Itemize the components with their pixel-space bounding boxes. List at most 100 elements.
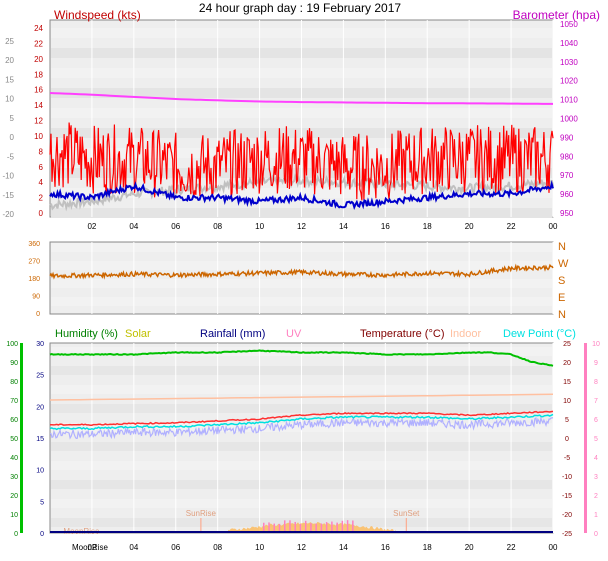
x-tick-label: 16 — [381, 222, 390, 231]
temperature-tick: -25 — [562, 531, 572, 538]
windspeed-tick: 20 — [34, 55, 43, 64]
windspeed-red-line — [49, 122, 554, 201]
humidity-line — [49, 349, 554, 367]
uv-tick: 7 — [594, 398, 598, 405]
far-left-tick: -15 — [2, 191, 14, 200]
rainfall-tick: 30 — [36, 341, 44, 348]
wind-direction-line — [49, 263, 554, 280]
temperature-tick: -5 — [564, 455, 570, 462]
barometer-tick: 950 — [560, 209, 574, 218]
barometer-tick: 1010 — [560, 96, 578, 105]
wind-direction-degree-tick: 180 — [28, 276, 40, 283]
barometer-tick: 990 — [560, 133, 574, 142]
far-left-tick: -5 — [7, 152, 15, 161]
humidity-tick: 80 — [10, 379, 18, 386]
barometer-ticks: 1050 1040 1030 1020 1010 1000 990 980 970 960 950 — [560, 20, 578, 218]
legend-entry: Solar — [125, 328, 151, 340]
temperature-tick: 25 — [563, 341, 571, 348]
barometer-tick: 980 — [560, 152, 574, 161]
uv-tick: 1 — [594, 512, 598, 519]
feels-like-line — [49, 415, 554, 440]
wind-direction-degree-tick: 90 — [32, 294, 40, 301]
rainfall-tick: 20 — [36, 404, 44, 411]
legend-entry: Rainfall (mm) — [200, 328, 265, 340]
uv-tick: 6 — [594, 417, 598, 424]
rainfall-tick: 25 — [36, 373, 44, 380]
bottom-legend: Humidity (%) Solar Rainfall (mm) UV Temperat… — [55, 328, 576, 340]
wind-direction-compass-tick: N — [558, 241, 566, 253]
far-left-tick: 0 — [10, 133, 15, 142]
x-tick-label: 08 — [213, 543, 222, 552]
rainfall-ticks: 30 25 20 15 10 5 0 — [36, 341, 44, 538]
windspeed-tick: 0 — [39, 209, 44, 218]
barometer-tick: 1000 — [560, 115, 578, 124]
humidity-tick: 10 — [10, 512, 18, 519]
far-left-tick: 20 — [5, 56, 14, 65]
wind-direction-grid — [51, 242, 554, 314]
chart-title: 24 hour graph day : 19 February 2017 — [199, 1, 401, 15]
wind-direction-degree-tick: 270 — [28, 259, 40, 266]
x-tick-label: 06 — [171, 222, 180, 231]
x-tick-label: 12 — [297, 222, 306, 231]
uv-tick: 2 — [594, 493, 598, 500]
temperature-line — [50, 410, 554, 426]
barometer-tick: 1020 — [560, 77, 578, 86]
temperature-ticks: 25 20 15 10 5 0 -5 -10 -15 -20 -25 — [562, 341, 572, 538]
barometer-line — [49, 92, 553, 105]
legend-entry: Humidity (%) — [55, 328, 118, 340]
x-tick-label: 04 — [129, 543, 138, 552]
top-x-ticks: 02 04 06 08 10 12 14 16 18 20 22 00 — [87, 222, 558, 231]
x-tick-label: 14 — [339, 222, 348, 231]
temperature-tick: 0 — [565, 436, 569, 443]
humidity-tick: 40 — [10, 455, 18, 462]
rainfall-tick: 10 — [36, 468, 44, 475]
windspeed-tick: 24 — [34, 24, 43, 33]
x-tick-label: 00 — [549, 543, 558, 552]
x-tick-label: 18 — [423, 543, 432, 552]
average-windspeed-line — [49, 180, 554, 211]
uv-tick: 8 — [594, 379, 598, 386]
x-tick-label: 22 — [507, 222, 516, 231]
wind-direction-compass-tick: W — [558, 258, 569, 270]
uv-tick: 5 — [594, 436, 598, 443]
temperature-tick: 15 — [563, 379, 571, 386]
windspeed-tick: 22 — [34, 39, 43, 48]
uv-tick: 4 — [594, 455, 598, 462]
wind-direction-degree-ticks: 360 270 180 90 0 — [28, 241, 40, 318]
x-tick-label: 10 — [255, 543, 264, 552]
legend-entry: Dew Point (°C) — [503, 328, 576, 340]
x-tick-label: 22 — [507, 543, 516, 552]
uv-tick: 3 — [594, 474, 598, 481]
humidity-tick: 0 — [14, 531, 18, 538]
x-tick-label: 00 — [549, 222, 558, 231]
windspeed-tick: 18 — [34, 70, 43, 79]
windspeed-axis-label: Windspeed (kts) — [54, 8, 141, 22]
rainfall-tick: 5 — [40, 499, 44, 506]
windspeed-tick: 2 — [39, 194, 44, 203]
barometer-tick: 1040 — [560, 39, 578, 48]
barometer-axis-label: Barometer (hpa) — [513, 8, 600, 22]
x-tick-label: 20 — [465, 222, 474, 231]
far-left-tick: 10 — [5, 95, 14, 104]
windspeed-tick: 10 — [34, 132, 43, 141]
far-left-tick: 25 — [5, 37, 14, 46]
wind-direction-compass-tick: N — [558, 309, 566, 321]
far-left-tick: -10 — [2, 172, 14, 181]
x-tick-label: 12 — [297, 543, 306, 552]
wind-direction-degree-tick: 360 — [28, 241, 40, 248]
windspeed-tick: 14 — [34, 101, 43, 110]
dew-point-line — [49, 413, 554, 431]
wind-direction-compass-tick: E — [558, 292, 565, 304]
gust-grey-line — [49, 173, 554, 212]
legend-entry: Indoor — [450, 328, 482, 340]
temperature-tick: -10 — [562, 474, 572, 481]
wind-direction-compass-tick: S — [558, 275, 565, 287]
x-tick-label: 06 — [171, 543, 180, 552]
barometer-tick: 960 — [560, 190, 574, 199]
windspeed-tick: 8 — [39, 147, 44, 156]
barometer-tick: 1030 — [560, 58, 578, 67]
